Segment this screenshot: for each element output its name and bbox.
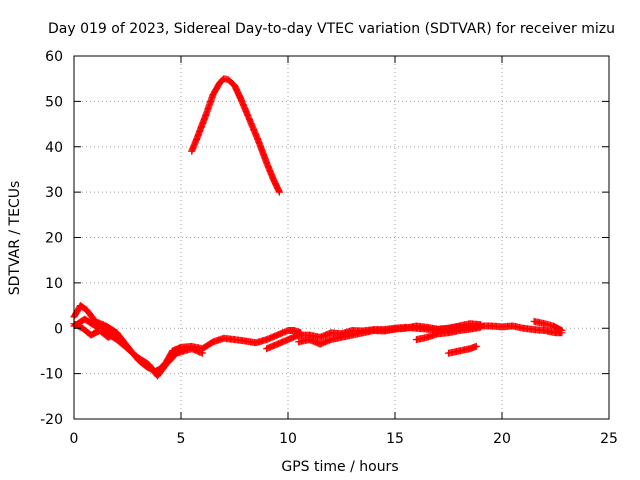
axis-ticks [73,55,610,420]
x-tick-label: 0 [70,431,79,447]
y-tick-label: -20 [40,412,63,428]
y-tick-label: 30 [45,185,63,201]
y-tick-label: 60 [45,49,63,65]
y-tick-label: 10 [45,276,63,292]
y-tick-label: -10 [40,367,63,383]
y-tick-label: 20 [45,231,63,247]
data-series [530,317,566,334]
x-tick-label: 20 [493,431,511,447]
data-point-markers [412,323,485,344]
data-point-markers [530,317,566,334]
y-tick-label: 50 [45,94,63,110]
data-point-markers [445,342,480,357]
y-tick-labels: -20 -10 0 10 20 30 40 50 60 [40,49,63,428]
grid-lines [74,56,609,419]
x-axis-label: GPS time / hours [281,459,398,475]
data-point-markers [188,75,283,196]
data-series [445,342,480,357]
data-points [70,75,566,380]
data-series [412,323,485,344]
y-axis-label: SDTVAR / TECUs [7,181,23,296]
data-series [295,320,485,348]
data-point-markers [295,320,485,348]
chart-title: Day 019 of 2023, Sidereal Day-to-day VTE… [48,21,615,37]
x-tick-labels: 0 5 10 15 20 25 [70,431,618,447]
y-tick-label: 40 [45,140,63,156]
x-tick-label: 25 [600,431,618,447]
x-tick-label: 15 [386,431,404,447]
data-series [188,75,283,196]
x-tick-label: 10 [279,431,297,447]
y-tick-label: 0 [54,321,63,337]
x-tick-label: 5 [177,431,186,447]
